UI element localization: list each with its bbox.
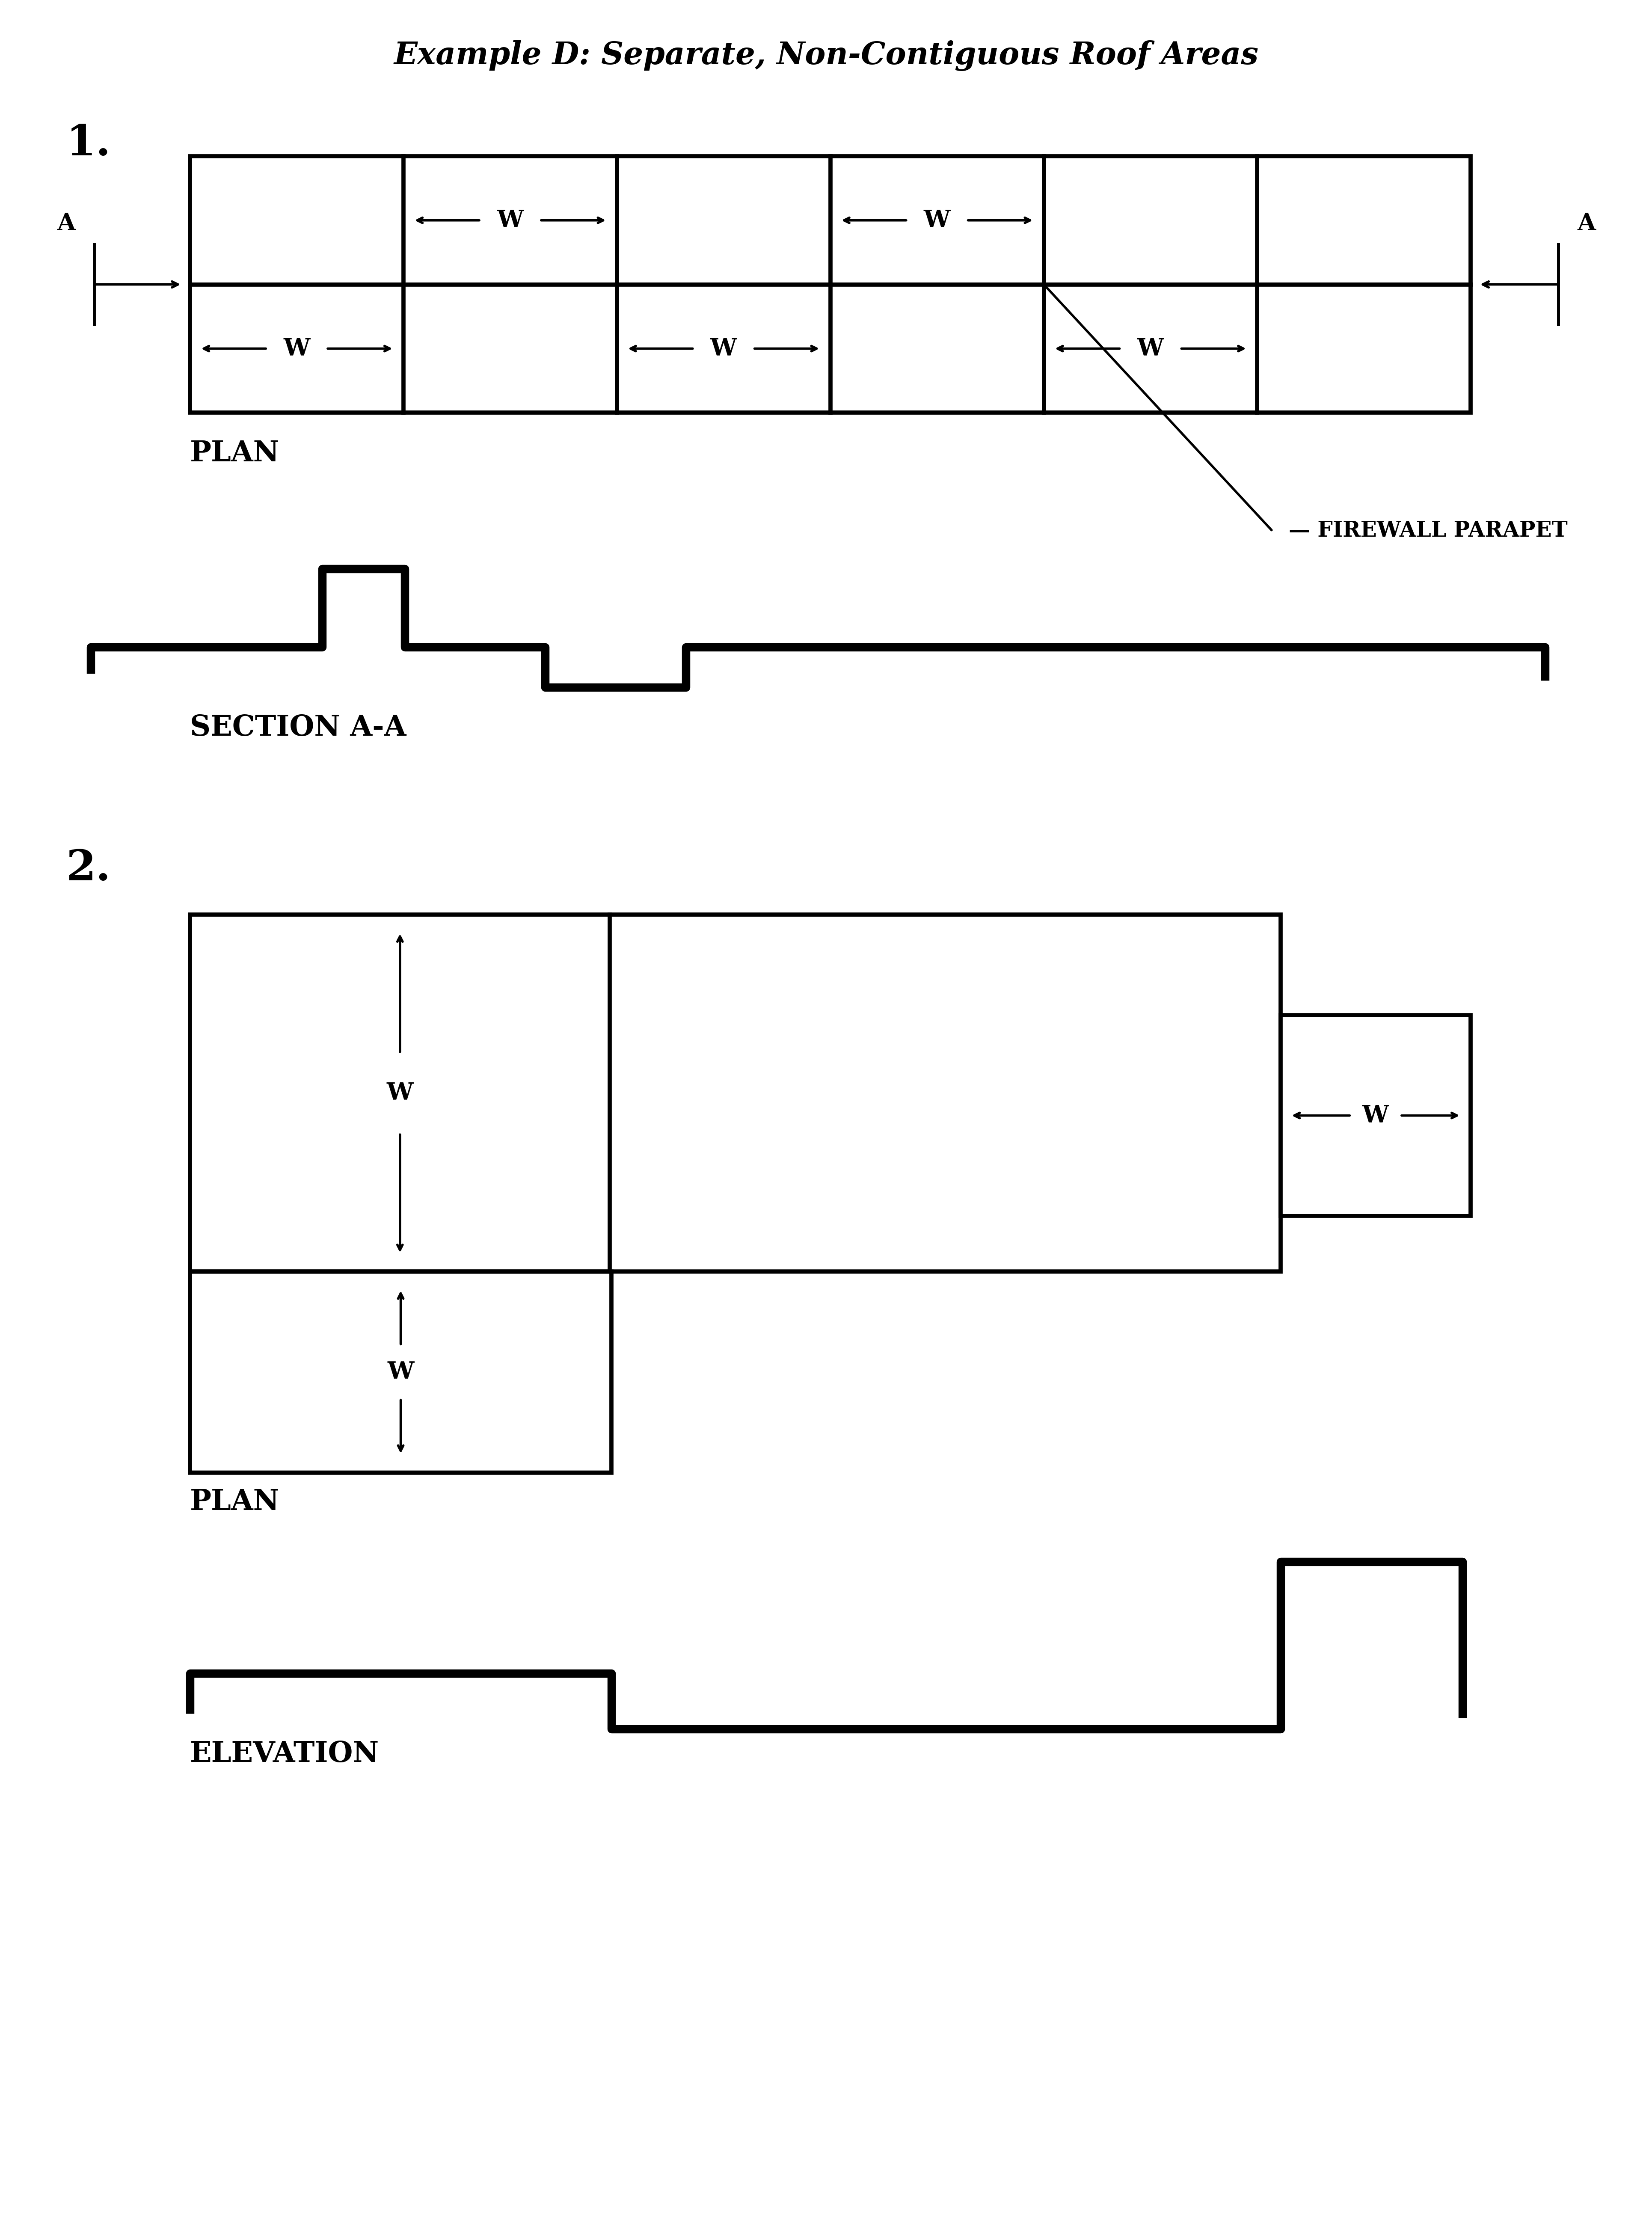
Bar (1280, 1015, 1470, 1216)
Bar (190, 156, 1470, 413)
Text: SECTION A-A: SECTION A-A (190, 714, 406, 741)
Bar (190, 915, 1280, 1272)
Text: W: W (387, 1361, 415, 1383)
Text: W: W (1137, 337, 1163, 361)
Text: Example D: Separate, Non-Contiguous Roof Areas: Example D: Separate, Non-Contiguous Roof… (393, 40, 1259, 71)
Text: 2.: 2. (66, 848, 111, 890)
Text: PLAN: PLAN (190, 440, 279, 466)
Text: W: W (1361, 1104, 1389, 1127)
Text: PLAN: PLAN (190, 1488, 279, 1515)
Text: ELEVATION: ELEVATION (190, 1740, 380, 1767)
Text: W: W (387, 1082, 413, 1104)
Bar (190, 1272, 611, 1472)
Text: W: W (710, 337, 737, 361)
Text: 1.: 1. (66, 123, 111, 165)
Text: W: W (923, 207, 950, 232)
Text: A: A (56, 212, 76, 236)
Text: W: W (284, 337, 311, 361)
Text: — FIREWALL PARAPET: — FIREWALL PARAPET (1289, 520, 1568, 542)
Text: A: A (1576, 212, 1596, 236)
Text: W: W (497, 207, 524, 232)
